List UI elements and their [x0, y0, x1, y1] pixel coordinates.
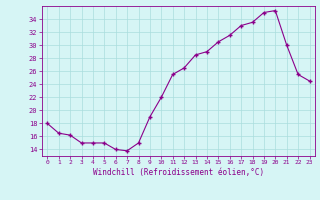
X-axis label: Windchill (Refroidissement éolien,°C): Windchill (Refroidissement éolien,°C): [93, 168, 264, 177]
